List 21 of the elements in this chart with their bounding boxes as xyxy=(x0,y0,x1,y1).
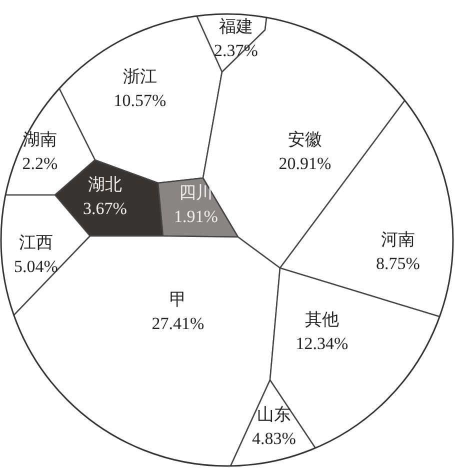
category-label: 四川 xyxy=(179,183,213,202)
data-label: 20.91% xyxy=(278,154,332,173)
data-label: 10.57% xyxy=(114,91,166,110)
category-label: 湖南 xyxy=(23,130,57,149)
data-label: 12.34% xyxy=(296,334,348,353)
category-label: 浙江 xyxy=(123,67,157,86)
category-label: 其他 xyxy=(305,310,339,329)
category-label: 江西 xyxy=(19,233,53,252)
data-label: 8.75% xyxy=(376,254,420,273)
data-label: 2.2% xyxy=(22,154,58,173)
category-label: 河南 xyxy=(381,230,415,249)
data-label: 27.41% xyxy=(152,314,204,333)
category-label: 安徽 xyxy=(288,130,322,149)
category-label: 福建 xyxy=(219,17,253,36)
data-label: 4.83% xyxy=(252,429,296,448)
data-label: 5.04% xyxy=(14,257,58,276)
data-label: 1.91% xyxy=(174,207,218,226)
category-label: 山东 xyxy=(257,405,291,424)
category-label: 湖北 xyxy=(88,175,122,194)
category-label: 甲 xyxy=(170,290,186,309)
data-label: 3.67% xyxy=(83,199,127,218)
